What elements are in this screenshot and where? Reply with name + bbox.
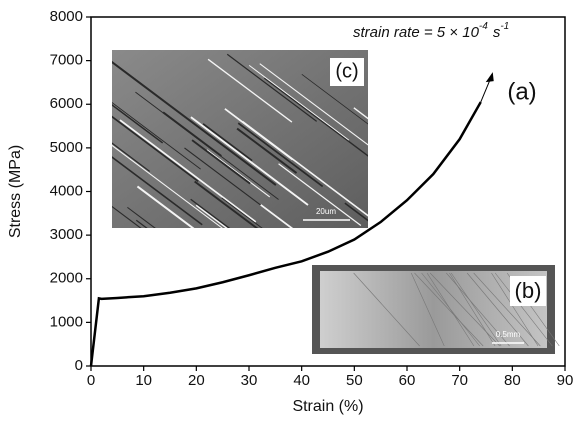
x-tick-label: 70: [451, 372, 468, 389]
texture: [450, 272, 502, 347]
x-tick-label: 50: [346, 372, 363, 389]
inset-scale-label: 0.5mm: [496, 330, 521, 339]
crack: [226, 53, 318, 122]
series-label: (a): [507, 78, 536, 105]
crack: [206, 149, 271, 198]
crack: [112, 61, 165, 101]
y-tick-label: 8000: [50, 8, 83, 25]
crack: [112, 142, 151, 172]
x-tick-label: 60: [399, 372, 416, 389]
data-line: [89, 101, 482, 367]
texture: [421, 272, 480, 347]
annotation: strain rate = 5 × 10-4 s-1: [353, 21, 509, 41]
crack: [127, 206, 156, 228]
crack: [353, 107, 368, 120]
crack: [248, 64, 350, 141]
texture: [494, 272, 553, 347]
y-tick-label: 4000: [50, 182, 83, 199]
crack: [202, 123, 253, 162]
inset-texture: [106, 53, 368, 304]
arrow: [480, 77, 492, 103]
y-tick-label: 1000: [50, 313, 83, 330]
crack: [184, 147, 293, 228]
crack: [259, 63, 368, 146]
crack: [242, 120, 368, 217]
y-tick-label: 2000: [50, 270, 83, 287]
texture: [473, 272, 541, 347]
crack: [301, 74, 368, 125]
crack: [112, 115, 199, 183]
crack: [263, 77, 368, 157]
inset-label-box: [510, 276, 546, 306]
crack: [190, 198, 231, 228]
inset-label-box: [330, 58, 364, 86]
crack: [194, 180, 259, 228]
texture: [353, 272, 420, 347]
crack: [106, 225, 211, 304]
crack: [236, 127, 298, 174]
inset-sample: [320, 271, 547, 348]
crack: [112, 144, 223, 228]
crack: [191, 139, 251, 185]
x-tick-label: 0: [87, 372, 95, 389]
y-tick-label: 7000: [50, 52, 83, 69]
arrow-head: [485, 72, 494, 83]
texture: [491, 272, 539, 347]
inset-label: (b): [515, 278, 542, 303]
crack: [135, 219, 148, 228]
crack: [112, 205, 142, 228]
x-tick-label: 90: [557, 372, 574, 389]
crack: [237, 122, 324, 188]
crack: [190, 116, 309, 206]
y-axis-label: Stress (MPa): [7, 145, 24, 238]
annotation-unit: s: [493, 24, 501, 41]
texture: [414, 272, 484, 347]
annotation-exponent: -4: [479, 21, 488, 32]
x-tick-label: 20: [188, 372, 205, 389]
texture: [429, 272, 500, 347]
texture: [449, 272, 496, 347]
x-tick-label: 30: [241, 372, 258, 389]
y-tick-label: 5000: [50, 139, 83, 156]
crack: [221, 197, 263, 228]
x-tick-label: 10: [135, 372, 152, 389]
crack: [135, 91, 279, 200]
texture: [410, 272, 445, 347]
inset-label: (c): [335, 60, 358, 82]
crack: [112, 104, 164, 144]
crack: [278, 163, 362, 226]
x-tick-label: 80: [504, 372, 521, 389]
crack: [260, 204, 294, 228]
y-tick-label: 0: [75, 357, 83, 374]
y-tick-label: 3000: [50, 226, 83, 243]
crack: [112, 156, 203, 226]
crack: [119, 119, 257, 223]
texture: [466, 272, 529, 347]
y-tick-label: 6000: [50, 95, 83, 112]
annotation-text: strain rate = 5 × 10: [353, 24, 480, 41]
crack: [136, 185, 195, 228]
annotation-unit-exponent: -1: [500, 21, 509, 32]
crack: [207, 58, 293, 123]
x-axis-label: Strain (%): [292, 398, 363, 415]
crack: [112, 102, 201, 170]
x-tick-label: 40: [293, 372, 310, 389]
crack: [195, 204, 228, 228]
inset-scale-label: 20um: [316, 207, 336, 216]
